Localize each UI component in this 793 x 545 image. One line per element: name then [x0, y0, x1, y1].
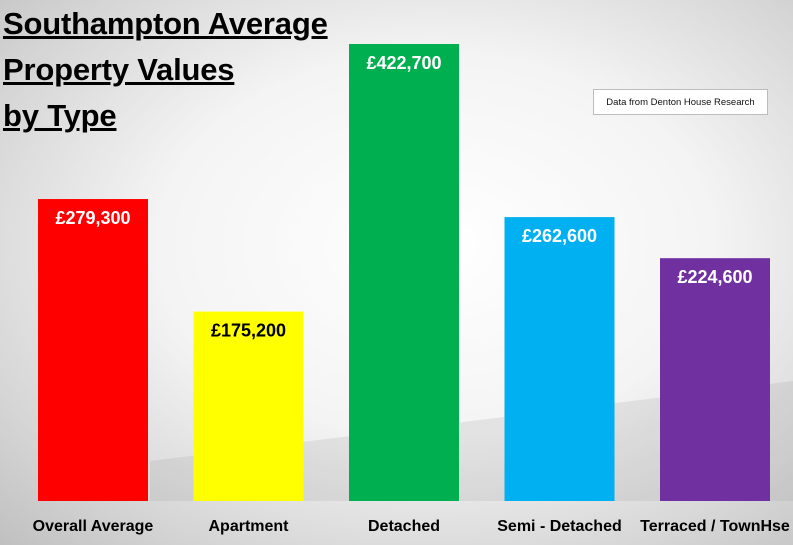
bar-2 [349, 44, 459, 501]
bar-4 [660, 258, 770, 501]
category-label-0: Overall Average [33, 518, 154, 535]
source-note: Data from Denton House Research [593, 89, 768, 115]
bar-0 [38, 199, 148, 501]
chart-title-line-2: Property Values [3, 52, 235, 87]
bar-1 [193, 311, 304, 501]
bar-value-label-3: £262,600 [522, 226, 597, 246]
bar-value-label-2: £422,700 [366, 53, 441, 73]
category-label-1: Apartment [208, 518, 289, 535]
bar-value-label-0: £279,300 [55, 208, 130, 228]
floor-shadow [150, 381, 793, 501]
chart-title-line-1: Southampton Average [3, 6, 328, 41]
category-label-2: Detached [368, 518, 440, 535]
bar-value-label-1: £175,200 [211, 321, 286, 341]
chart-title-line-3: by Type [3, 98, 117, 133]
category-label-4: Terraced / TownHse [640, 518, 790, 535]
bar-3 [504, 217, 615, 502]
category-label-3: Semi - Detached [497, 518, 621, 535]
bar-value-label-4: £224,600 [677, 267, 752, 287]
